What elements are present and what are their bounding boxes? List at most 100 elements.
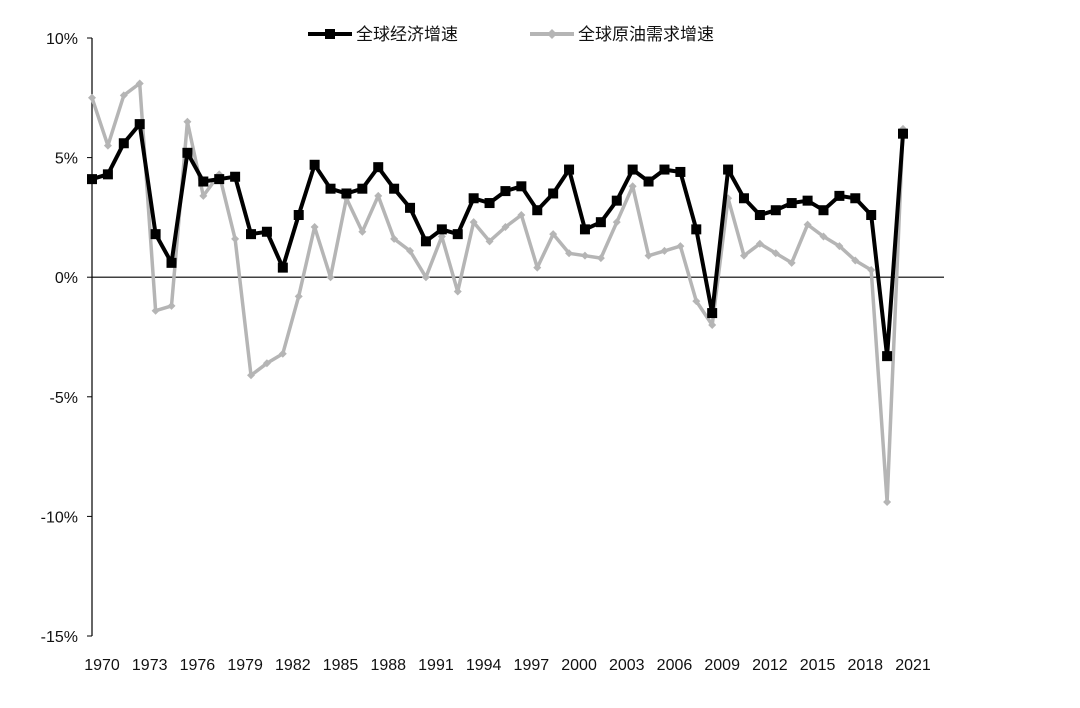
data-point-gdp	[134, 119, 145, 130]
data-point-gdp	[754, 210, 765, 221]
data-point-oil	[803, 220, 812, 229]
data-point-gdp	[723, 164, 734, 175]
data-point-oil	[883, 498, 892, 507]
data-point-oil	[390, 234, 399, 243]
x-tick-label: 2009	[704, 657, 740, 674]
data-point-oil	[867, 266, 876, 275]
legend-item-gdp: 全球经济增速	[308, 25, 458, 45]
data-point-gdp	[850, 193, 861, 204]
data-point-oil	[119, 91, 128, 100]
data-point-oil	[183, 117, 192, 126]
data-point-oil	[88, 93, 96, 102]
data-point-oil	[819, 232, 828, 241]
data-point-oil	[310, 222, 319, 231]
data-point-oil	[199, 191, 208, 200]
data-point-oil	[660, 246, 669, 255]
data-point-gdp	[198, 176, 209, 187]
data-point-gdp	[214, 174, 225, 185]
data-point-gdp	[246, 229, 257, 240]
x-tick-label: 2021	[895, 657, 931, 674]
x-tick-label: 2015	[800, 657, 836, 674]
legend-marker-gdp	[325, 29, 335, 39]
data-point-gdp	[87, 174, 97, 185]
data-point-oil	[565, 249, 574, 258]
data-point-gdp	[182, 147, 193, 158]
series-gdp	[87, 119, 908, 362]
data-point-gdp	[405, 202, 416, 213]
data-point-gdp	[579, 224, 590, 235]
data-point-oil	[167, 301, 176, 310]
x-tick-label: 1985	[323, 657, 359, 674]
data-point-gdp	[691, 224, 702, 235]
data-point-gdp	[802, 195, 813, 206]
data-point-oil	[596, 254, 605, 263]
data-point-oil	[151, 306, 160, 315]
data-point-oil	[406, 246, 415, 255]
data-point-gdp	[627, 164, 638, 175]
x-tick-label: 2018	[847, 657, 883, 674]
data-point-oil	[358, 227, 367, 236]
data-point-gdp	[738, 193, 749, 204]
x-tick-label: 2006	[657, 657, 693, 674]
data-point-gdp	[595, 217, 606, 228]
data-point-gdp	[261, 226, 272, 237]
data-point-gdp	[675, 166, 686, 177]
data-point-gdp	[420, 236, 431, 247]
data-point-oil	[501, 222, 510, 231]
data-point-gdp	[659, 164, 670, 175]
data-point-oil	[247, 371, 256, 380]
data-point-oil	[533, 263, 542, 272]
series-line-oil	[90, 81, 905, 504]
data-point-gdp	[357, 183, 368, 194]
data-point-oil	[612, 218, 621, 227]
y-tick-label: 0%	[55, 270, 78, 287]
data-point-oil	[326, 273, 335, 282]
data-point-gdp	[770, 205, 781, 216]
data-point-gdp	[230, 171, 241, 182]
y-tick-label: 10%	[46, 31, 78, 48]
y-tick-label: -5%	[50, 390, 78, 407]
data-point-gdp	[532, 205, 543, 216]
x-tick-label: 1994	[466, 657, 502, 674]
data-point-gdp	[277, 262, 288, 273]
x-tick-label: 1982	[275, 657, 311, 674]
series-layer	[87, 79, 908, 507]
data-point-oil	[437, 232, 446, 241]
data-point-oil	[549, 230, 558, 239]
data-point-gdp	[786, 198, 797, 209]
data-point-oil	[421, 273, 430, 282]
legend-label-gdp: 全球经济增速	[356, 25, 458, 45]
data-point-gdp	[611, 195, 622, 206]
data-point-oil	[374, 191, 383, 200]
data-point-oil	[628, 182, 637, 191]
data-point-oil	[851, 256, 860, 265]
x-tick-label: 1988	[370, 657, 406, 674]
data-point-oil	[771, 249, 780, 258]
data-point-gdp	[484, 198, 495, 209]
data-point-oil	[262, 359, 271, 368]
data-point-oil	[755, 239, 764, 248]
data-point-gdp	[882, 351, 893, 362]
data-point-gdp	[436, 224, 447, 235]
data-point-oil	[708, 321, 717, 330]
data-point-gdp	[118, 138, 129, 149]
data-point-gdp	[898, 128, 908, 139]
x-tick-label: 1979	[227, 657, 263, 674]
x-tick-label: 1976	[180, 657, 216, 674]
data-point-oil	[469, 218, 478, 227]
data-point-oil	[485, 237, 494, 246]
series-oil	[88, 79, 907, 507]
data-point-oil	[231, 234, 240, 243]
data-point-gdp	[834, 190, 845, 201]
x-tick-label: 1970	[84, 657, 120, 674]
data-point-gdp	[707, 308, 718, 319]
y-tick-label: -10%	[41, 509, 78, 526]
data-point-oil	[835, 242, 844, 251]
data-point-oil	[103, 141, 112, 150]
data-point-gdp	[500, 186, 511, 197]
data-point-oil	[676, 242, 685, 251]
data-point-gdp	[341, 188, 352, 199]
data-point-gdp	[516, 181, 527, 192]
data-point-oil	[453, 287, 462, 296]
data-point-oil	[580, 251, 589, 260]
